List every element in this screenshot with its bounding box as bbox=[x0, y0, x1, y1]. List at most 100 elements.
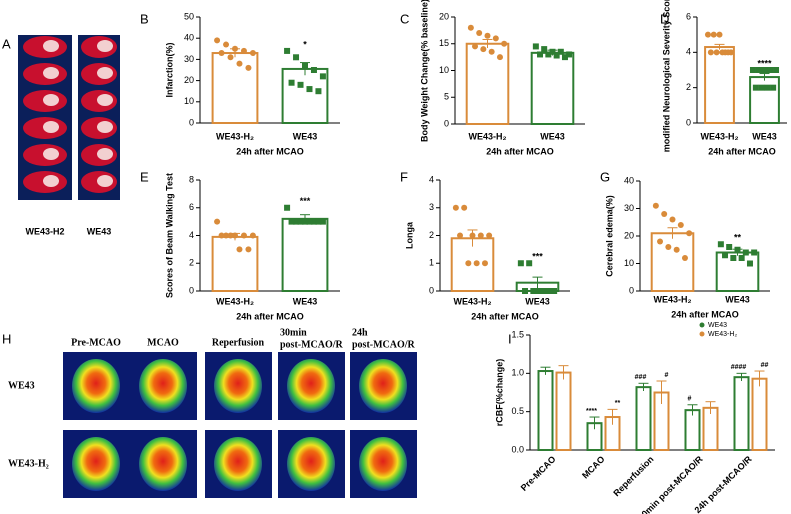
panel-letter: I bbox=[508, 331, 512, 346]
data-point bbox=[557, 48, 564, 55]
infarct-area bbox=[97, 148, 113, 160]
data-point bbox=[526, 260, 533, 267]
data-point bbox=[517, 260, 524, 267]
y-tick-label: 0 bbox=[686, 117, 691, 127]
y-tick-label: 0 bbox=[189, 285, 194, 295]
data-point bbox=[477, 232, 484, 239]
data-point bbox=[480, 46, 487, 53]
chart: C 0 5 10 15 20 Body Weight Change(% baseline) W… bbox=[400, 0, 585, 156]
data-point bbox=[486, 232, 493, 239]
data-point bbox=[293, 54, 300, 61]
data-point bbox=[734, 246, 741, 253]
data-point bbox=[652, 202, 659, 209]
panel-letter: F bbox=[400, 169, 408, 184]
data-point bbox=[310, 67, 317, 73]
bar bbox=[733, 376, 750, 451]
data-point bbox=[553, 52, 560, 59]
data-point bbox=[472, 43, 479, 50]
x-tick-label: WE43 bbox=[293, 131, 318, 141]
x-tick-label: WE43-H₂ bbox=[216, 131, 254, 141]
infarct-area bbox=[97, 40, 113, 52]
infarct-area bbox=[97, 121, 113, 133]
x-tick-label: WE43-H₂ bbox=[653, 294, 691, 304]
perfusion-map bbox=[214, 359, 262, 413]
data-point bbox=[227, 232, 234, 239]
bar bbox=[702, 406, 719, 452]
y-tick-label: 0 bbox=[189, 117, 194, 127]
bar bbox=[635, 386, 652, 451]
data-point bbox=[249, 50, 256, 57]
data-point bbox=[551, 288, 558, 294]
perfusion-map bbox=[139, 359, 187, 413]
bar bbox=[211, 235, 259, 292]
data-point bbox=[284, 47, 291, 54]
y-tick-label: 15 bbox=[439, 38, 449, 48]
data-point bbox=[232, 232, 238, 239]
panel-letter: C bbox=[400, 11, 409, 26]
data-point bbox=[767, 67, 774, 73]
y-axis-label: Scores of Beam Walking Test bbox=[164, 173, 174, 298]
chart: D 0 2 4 6 modified Neurological Severity Scor… bbox=[660, 0, 787, 156]
data-point bbox=[742, 249, 749, 256]
data-point bbox=[284, 204, 291, 211]
chart: F 0 1 2 3 4 Longa WE43-H₂ WE43 *** 24h after MCAO bbox=[400, 169, 570, 321]
y-axis-label: Infarction(%) bbox=[164, 42, 174, 97]
x-axis-label: 24h after MCAO bbox=[471, 311, 539, 321]
data-point bbox=[249, 232, 256, 239]
y-tick-label: 20 bbox=[184, 75, 194, 85]
data-point bbox=[288, 218, 295, 225]
data-point bbox=[545, 51, 552, 58]
column-label: post-MCAO/R bbox=[280, 339, 344, 350]
data-point bbox=[492, 35, 499, 42]
y-tick-label: 1.0 bbox=[511, 368, 524, 378]
x-axis-label: 24h after MCAO bbox=[671, 309, 739, 319]
column-label: MCAO bbox=[147, 337, 179, 348]
data-point bbox=[719, 49, 726, 56]
data-point bbox=[770, 84, 777, 91]
data-point bbox=[319, 73, 326, 80]
data-point bbox=[726, 244, 733, 250]
data-point bbox=[755, 67, 762, 73]
y-tick-label: 0 bbox=[429, 285, 434, 295]
panel-letter: G bbox=[600, 169, 610, 184]
data-point bbox=[561, 54, 568, 61]
y-tick-label: 6 bbox=[189, 202, 194, 212]
significance-label: ** bbox=[615, 400, 621, 407]
x-axis-label: 24h after MCAO bbox=[708, 146, 776, 156]
y-tick-label: 0 bbox=[444, 118, 449, 128]
infarct-area bbox=[43, 121, 59, 133]
x-tick-label: WE43 bbox=[725, 294, 750, 304]
data-point bbox=[713, 49, 720, 56]
x-tick-label: WE43 bbox=[293, 296, 318, 306]
data-point bbox=[549, 48, 556, 55]
data-point bbox=[707, 49, 714, 56]
infarct-area bbox=[43, 67, 59, 79]
data-point bbox=[496, 54, 503, 61]
y-tick-label: 20 bbox=[624, 230, 634, 240]
data-point bbox=[716, 31, 723, 38]
x-tick-label: Reperfusion bbox=[611, 454, 655, 498]
y-tick-label: 3 bbox=[429, 202, 434, 212]
bar bbox=[704, 46, 735, 124]
data-point bbox=[236, 60, 243, 67]
infarct-area bbox=[97, 94, 113, 106]
data-point bbox=[481, 260, 488, 267]
data-point bbox=[530, 288, 537, 294]
data-point bbox=[746, 260, 753, 267]
chart: E 0 2 4 6 8 Scores of Beam Walking Test WE43-H₂… bbox=[140, 169, 340, 321]
perfusion-map bbox=[139, 437, 187, 491]
row-label: WE43 bbox=[8, 380, 35, 391]
data-point bbox=[673, 246, 680, 253]
bar bbox=[281, 217, 329, 293]
y-axis-label: Cerebral edema(%) bbox=[604, 195, 614, 277]
infarct-area bbox=[97, 67, 113, 79]
significance-label: *** bbox=[532, 252, 543, 262]
panel-letter: E bbox=[140, 169, 149, 184]
data-point bbox=[214, 37, 221, 44]
y-tick-label: 0 bbox=[629, 285, 634, 295]
legend-label: WE43 bbox=[708, 322, 727, 329]
bar bbox=[530, 51, 575, 125]
column-label: post-MCAO/R bbox=[352, 339, 416, 350]
data-point bbox=[488, 48, 495, 55]
infarct-area bbox=[97, 175, 113, 187]
